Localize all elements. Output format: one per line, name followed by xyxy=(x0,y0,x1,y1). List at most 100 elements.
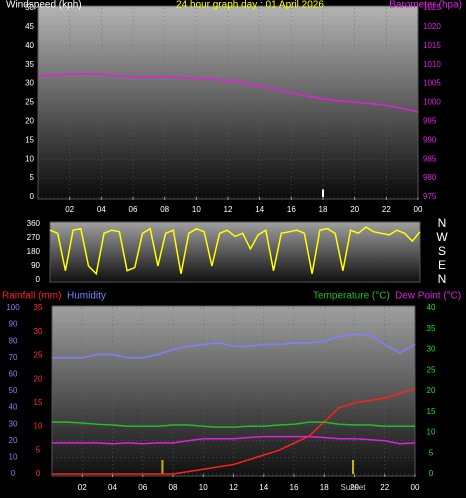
series-line xyxy=(52,387,416,475)
y-tick-label: 20 xyxy=(34,374,43,383)
y-tick-label: 1025 xyxy=(423,3,441,12)
x-tick-label: 02 xyxy=(78,483,87,492)
title: 24 hour graph day : 01 April 2026 xyxy=(176,0,324,11)
y-tick-label: 20 xyxy=(427,386,436,395)
y-tick-label: 40 xyxy=(25,41,34,50)
x-tick-label: 06 xyxy=(138,483,147,492)
y-tick-label: 360 xyxy=(27,219,41,228)
y-tick-label: 270 xyxy=(27,233,41,242)
y-tick-label: 50 xyxy=(25,3,34,12)
series-line xyxy=(49,226,421,276)
y-tick-label: 20 xyxy=(9,436,18,445)
y-label: Windspeed (kph) xyxy=(6,0,82,11)
x-tick-label: 08 xyxy=(169,483,178,492)
x-tick-label: 16 xyxy=(287,205,296,214)
x-tick-label: 22 xyxy=(382,205,391,214)
x-tick-label: 18 xyxy=(320,483,329,492)
x-tick-label: 08 xyxy=(160,205,169,214)
y-tick-label: 10 xyxy=(9,453,18,462)
y-tick-label: S xyxy=(438,244,446,258)
wind-bar xyxy=(322,189,324,197)
series-line xyxy=(52,435,416,445)
x-tick-label: 12 xyxy=(224,205,233,214)
y-tick-label: E xyxy=(438,258,446,272)
y-tick-label: 70 xyxy=(9,353,18,362)
sun-label: Sunset xyxy=(341,483,367,492)
y-tick-label: 35 xyxy=(34,303,43,312)
y-tick-label: W xyxy=(436,230,448,244)
x-tick-label: 06 xyxy=(129,205,138,214)
y-tick-label: 90 xyxy=(9,320,18,329)
y-tick-label: 25 xyxy=(427,365,436,374)
y-tick-label: 0 xyxy=(36,469,41,478)
x-tick-label: 20 xyxy=(350,483,359,492)
y-tick-label: 995 xyxy=(423,117,437,126)
y-tick-label: 40 xyxy=(427,303,436,312)
series-line xyxy=(52,333,416,359)
y-tick-label: 40 xyxy=(9,403,18,412)
plot-area xyxy=(49,221,421,283)
y-tick-label: 985 xyxy=(423,154,437,163)
y-tick-label: 1020 xyxy=(423,22,441,31)
y-tick-label: 975 xyxy=(423,192,437,201)
y-tick-label: N xyxy=(438,216,447,230)
y-tick-label: 1015 xyxy=(423,41,441,50)
series-line xyxy=(37,73,419,113)
y-tick-label: 100 xyxy=(6,303,20,312)
x-tick-label: 14 xyxy=(255,205,264,214)
y-tick-label: 1005 xyxy=(423,79,441,88)
y-tick-label: 45 xyxy=(25,22,34,31)
y-tick-label: 0 xyxy=(11,469,16,478)
y-tick-label: 30 xyxy=(427,345,436,354)
x-tick-label: 10 xyxy=(192,205,201,214)
y-tick-label: 25 xyxy=(25,98,34,107)
y-tick-label: 25 xyxy=(34,351,43,360)
y-tick-label: 15 xyxy=(427,407,436,416)
y-tick-label: 1010 xyxy=(423,60,441,69)
y-tick-label: 15 xyxy=(34,398,43,407)
y-tick-label: 990 xyxy=(423,135,437,144)
y-tick-label: 90 xyxy=(31,261,40,270)
x-tick-label: 00 xyxy=(414,205,423,214)
x-tick-label: 04 xyxy=(97,205,106,214)
series-name: Humidity xyxy=(67,291,106,302)
x-tick-label: 22 xyxy=(380,483,389,492)
y-tick-label: 20 xyxy=(25,117,34,126)
y-tick-label: 50 xyxy=(9,386,18,395)
x-tick-label: 02 xyxy=(65,205,74,214)
series-name: Rainfall (mm) xyxy=(2,291,61,302)
x-tick-label: 16 xyxy=(290,483,299,492)
y-tick-label: 180 xyxy=(27,247,41,256)
y-tick-label: 1000 xyxy=(423,98,441,107)
y-tick-label: 30 xyxy=(34,327,43,336)
x-tick-label: 10 xyxy=(199,483,208,492)
series-line xyxy=(52,421,415,428)
y2-label: Barometer (hpa) xyxy=(389,0,462,11)
x-tick-label: 12 xyxy=(229,483,238,492)
series-name: Temperature (°C) xyxy=(313,291,390,302)
series-name: Dew Point (°C) xyxy=(395,291,461,302)
y-tick-label: 60 xyxy=(9,370,18,379)
x-tick-label: 18 xyxy=(319,205,328,214)
y-tick-label: 10 xyxy=(25,154,34,163)
y-tick-label: N xyxy=(438,272,447,286)
x-tick-label: 04 xyxy=(108,483,117,492)
y-tick-label: 30 xyxy=(9,419,18,428)
y-tick-label: 10 xyxy=(427,428,436,437)
y-tick-label: 35 xyxy=(427,324,436,333)
y-tick-label: 10 xyxy=(34,422,43,431)
y-tick-label: 30 xyxy=(25,79,34,88)
y-tick-label: 5 xyxy=(36,445,41,454)
y-tick-label: 0 xyxy=(30,192,35,201)
y-tick-label: 5 xyxy=(30,173,35,182)
x-tick-label: 20 xyxy=(350,205,359,214)
y-tick-label: 0 xyxy=(429,469,434,478)
y-tick-label: 980 xyxy=(423,173,437,182)
y-tick-label: 80 xyxy=(9,336,18,345)
y-tick-label: 0 xyxy=(36,275,41,284)
y-tick-label: 15 xyxy=(25,135,34,144)
y-tick-label: 5 xyxy=(429,448,434,457)
y-tick-label: 35 xyxy=(25,60,34,69)
x-tick-label: 14 xyxy=(259,483,268,492)
